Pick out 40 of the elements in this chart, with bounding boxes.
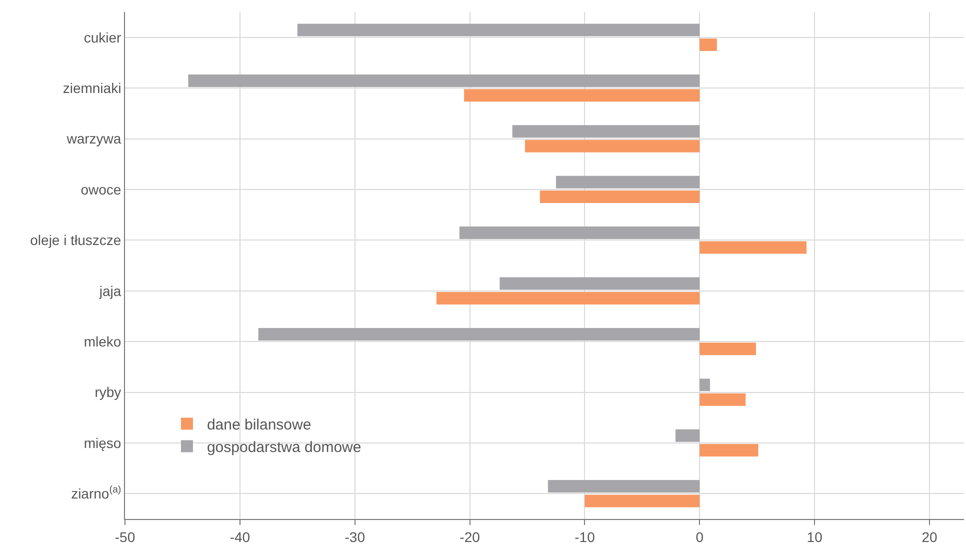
y-tick-label: jaja <box>98 282 122 299</box>
y-tick-label: ziarno$^{(a)}$ <box>71 484 122 502</box>
x-tick-label: 20 <box>922 528 938 545</box>
bar <box>436 292 700 304</box>
y-tick-label: ziemniaki <box>62 80 122 96</box>
bar <box>500 277 700 290</box>
x-tick-label: -10 <box>574 528 596 545</box>
y-tick-label: oleje i tłuszcze <box>30 232 122 248</box>
x-tick-label: -50 <box>114 528 136 545</box>
bar <box>700 378 710 392</box>
bar <box>676 429 700 442</box>
bar <box>297 24 700 36</box>
y-tick-label: owoce <box>80 181 122 198</box>
bar <box>258 328 700 340</box>
bar <box>700 342 756 356</box>
bar <box>512 125 700 138</box>
bar <box>524 140 700 152</box>
bar <box>700 393 746 406</box>
y-tick-label: mięso <box>84 434 122 451</box>
x-tick-label: -30 <box>344 528 366 545</box>
bar <box>464 89 700 102</box>
bar <box>700 444 758 457</box>
x-tick-label: -40 <box>230 528 250 545</box>
x-tick-label: -20 <box>460 528 480 545</box>
bar <box>548 480 700 493</box>
bar <box>459 226 700 240</box>
bar <box>556 176 700 188</box>
bar <box>584 494 700 508</box>
x-tick-label: 0 <box>696 528 704 545</box>
x-tick-label: 10 <box>806 528 823 545</box>
legend-label: dane bilansowe <box>206 416 312 434</box>
y-tick-label: ryby <box>94 384 122 400</box>
legend-label: gospodarstwa domowe <box>206 439 362 456</box>
bar <box>700 241 807 254</box>
y-tick-label: cukier <box>84 29 122 46</box>
y-tick-label: mleko <box>84 333 122 350</box>
bar <box>540 190 700 204</box>
bar <box>700 38 717 51</box>
y-tick-label: warzywa <box>66 130 122 147</box>
bar <box>188 74 700 87</box>
